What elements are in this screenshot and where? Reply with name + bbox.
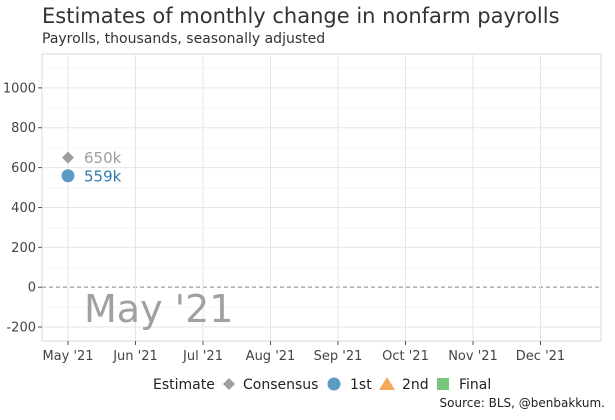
x-tick-label: Aug '21	[246, 349, 296, 364]
legend: Estimate Consensus 1st 2nd Final	[153, 377, 491, 393]
legend-final-label: Final	[459, 377, 491, 393]
y-tick-label: 1000	[3, 81, 36, 96]
legend-1st-label: 1st	[350, 377, 372, 393]
legend-1st-key	[327, 377, 341, 391]
plot-border	[41, 53, 602, 342]
x-tick-label: Jun '21	[112, 349, 158, 364]
y-tick-label: 800	[11, 121, 36, 136]
x-tick-label: Sep '21	[314, 349, 363, 364]
point-consensus-marker	[62, 151, 74, 164]
source-note: Source: BLS, @benbakkum.	[439, 396, 605, 410]
y-tick-label: 0	[28, 281, 36, 296]
legend-final-key	[437, 378, 449, 390]
y-axis: -200 0 200 400 600 800 1000	[3, 81, 42, 336]
y-tick-label: -200	[6, 321, 36, 336]
chart-subtitle: Payrolls, thousands, seasonally adjusted	[42, 31, 326, 47]
point-consensus-label: 650k	[84, 149, 122, 167]
legend-consensus-key	[223, 378, 235, 390]
y-tick-label: 200	[11, 241, 36, 256]
month-watermark: May '21	[84, 287, 233, 331]
x-tick-label: Nov '21	[448, 349, 498, 364]
x-tick-label: May '21	[42, 349, 93, 364]
x-tick-label: Jul '21	[182, 349, 223, 364]
x-tick-label: Oct '21	[382, 349, 429, 364]
x-axis: May '21 Jun '21 Jul '21 Aug '21 Sep '21 Oct '…	[42, 341, 565, 364]
legend-2nd-key	[379, 377, 395, 390]
grid-lines	[41, 53, 602, 342]
chart-title: Estimates of monthly change in nonfarm p…	[42, 4, 560, 28]
y-tick-label: 600	[11, 161, 36, 176]
legend-title: Estimate	[153, 377, 215, 393]
y-tick-label: 400	[11, 201, 36, 216]
point-1st-label: 559k	[84, 167, 122, 185]
point-1st-marker	[61, 169, 75, 183]
x-tick-label: Dec '21	[516, 349, 565, 364]
legend-consensus-label: Consensus	[243, 377, 318, 393]
legend-2nd-label: 2nd	[402, 377, 429, 393]
